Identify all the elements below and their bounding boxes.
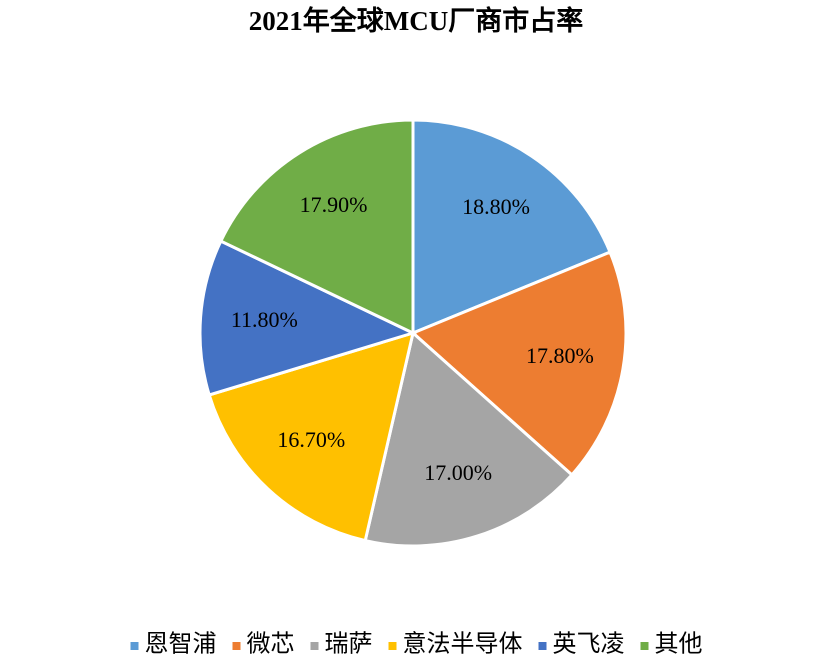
- legend-label: 恩智浦: [145, 631, 217, 658]
- data-label: 16.70%: [277, 427, 345, 452]
- legend-label: 其他: [655, 631, 703, 658]
- legend-marker: [232, 642, 241, 650]
- legend-label: 意法半导体: [403, 631, 523, 658]
- chart-title: 2021年全球MCU厂商市占率: [249, 5, 583, 36]
- legend-label: 瑞萨: [325, 631, 373, 658]
- pie-slice: [411, 118, 612, 336]
- legend-label: 微芯: [247, 631, 295, 658]
- legend-label: 英飞凌: [553, 631, 625, 658]
- pie-slice: [198, 239, 418, 397]
- data-label: 18.80%: [462, 194, 530, 219]
- data-label: 17.00%: [424, 460, 492, 485]
- data-label: 17.80%: [526, 343, 594, 368]
- legend-marker: [388, 642, 397, 650]
- data-label: 11.80%: [231, 307, 298, 332]
- legend-marker: [310, 642, 319, 650]
- legend-marker: [538, 642, 547, 650]
- legend-marker: [130, 642, 139, 650]
- pie-slice: [218, 118, 415, 336]
- pie-slice: [207, 330, 416, 543]
- legend-marker: [640, 642, 649, 650]
- pie-slice: [410, 250, 628, 477]
- pie-slice: [363, 330, 575, 548]
- data-label: 17.90%: [300, 192, 368, 217]
